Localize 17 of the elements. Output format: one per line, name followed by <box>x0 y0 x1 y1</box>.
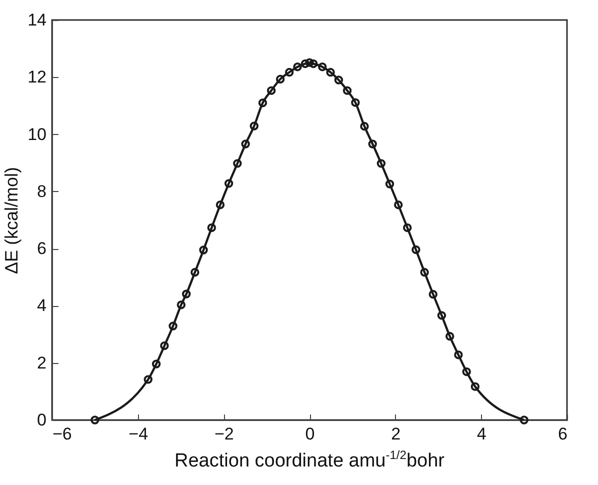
y-axis-title: ΔE (kcal/mol) <box>2 166 22 274</box>
y-tick-label: 2 <box>37 353 46 372</box>
x-tick-label: 0 <box>305 424 315 444</box>
y-tick-label: 0 <box>37 410 46 430</box>
y-tick-label: 8 <box>37 182 46 201</box>
y-tick-label: 6 <box>37 239 46 258</box>
y-tick-label: 4 <box>37 296 46 316</box>
y-tick-label: 12 <box>28 68 46 87</box>
y-tick-label: 14 <box>28 10 46 30</box>
x-tick-label: −6 <box>52 424 72 444</box>
x-axis-title: Reaction coordinate amu$^{-1/2}$bohr <box>174 448 446 472</box>
x-tick-label: 6 <box>558 424 568 444</box>
y-tick-label: 10 <box>28 124 46 144</box>
x-tick-label: 4 <box>476 424 486 444</box>
x-tick-label: 2 <box>391 424 401 444</box>
x-tick-label: −4 <box>128 424 148 444</box>
x-tick-label: −2 <box>214 424 234 444</box>
